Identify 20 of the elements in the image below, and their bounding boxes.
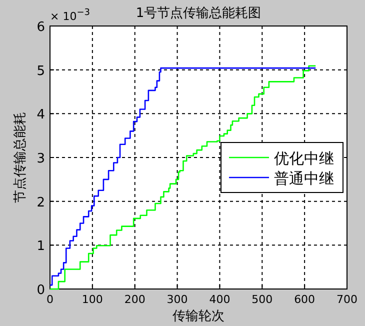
y-tick-label: 5 (36, 64, 45, 79)
y-tick-label: 1 (36, 239, 45, 254)
y-tick-label: 2 (36, 195, 45, 210)
x-tick-label: 100 (82, 293, 103, 306)
x-tick-label: 200 (124, 293, 146, 306)
x-tick-label: 600 (294, 293, 316, 306)
x-tick-label: 500 (252, 293, 273, 306)
x-tick-label: 300 (166, 293, 188, 306)
y-tick-label: 6 (36, 20, 45, 35)
y-axis-title: 节点传输总能耗 (13, 112, 28, 203)
legend-label: 普通中继 (274, 170, 334, 188)
x-tick-label: 400 (209, 293, 230, 306)
x-tick-label: 700 (336, 293, 358, 306)
x-axis-title: 传输轮次 (172, 309, 224, 324)
chart-title: 1号节点传输总能耗图 (136, 6, 262, 21)
legend-label: 优化中继 (274, 150, 334, 168)
x-tick-label: 0 (46, 293, 54, 306)
text: × 10$^{−3}$ (50, 8, 90, 23)
y-tick-label: 3 (36, 152, 45, 166)
y-tick-label: 4 (36, 108, 45, 123)
